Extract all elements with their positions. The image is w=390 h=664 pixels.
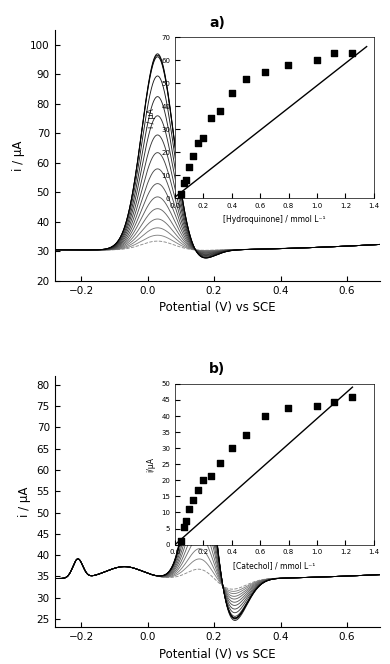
X-axis label: Potential (V) vs SCE: Potential (V) vs SCE	[159, 648, 276, 661]
Title: b): b)	[209, 363, 225, 376]
X-axis label: Potential (V) vs SCE: Potential (V) vs SCE	[159, 301, 276, 314]
Y-axis label: i / μA: i / μA	[12, 140, 25, 171]
Y-axis label: i / μA: i / μA	[18, 487, 31, 517]
Title: a): a)	[209, 16, 225, 30]
